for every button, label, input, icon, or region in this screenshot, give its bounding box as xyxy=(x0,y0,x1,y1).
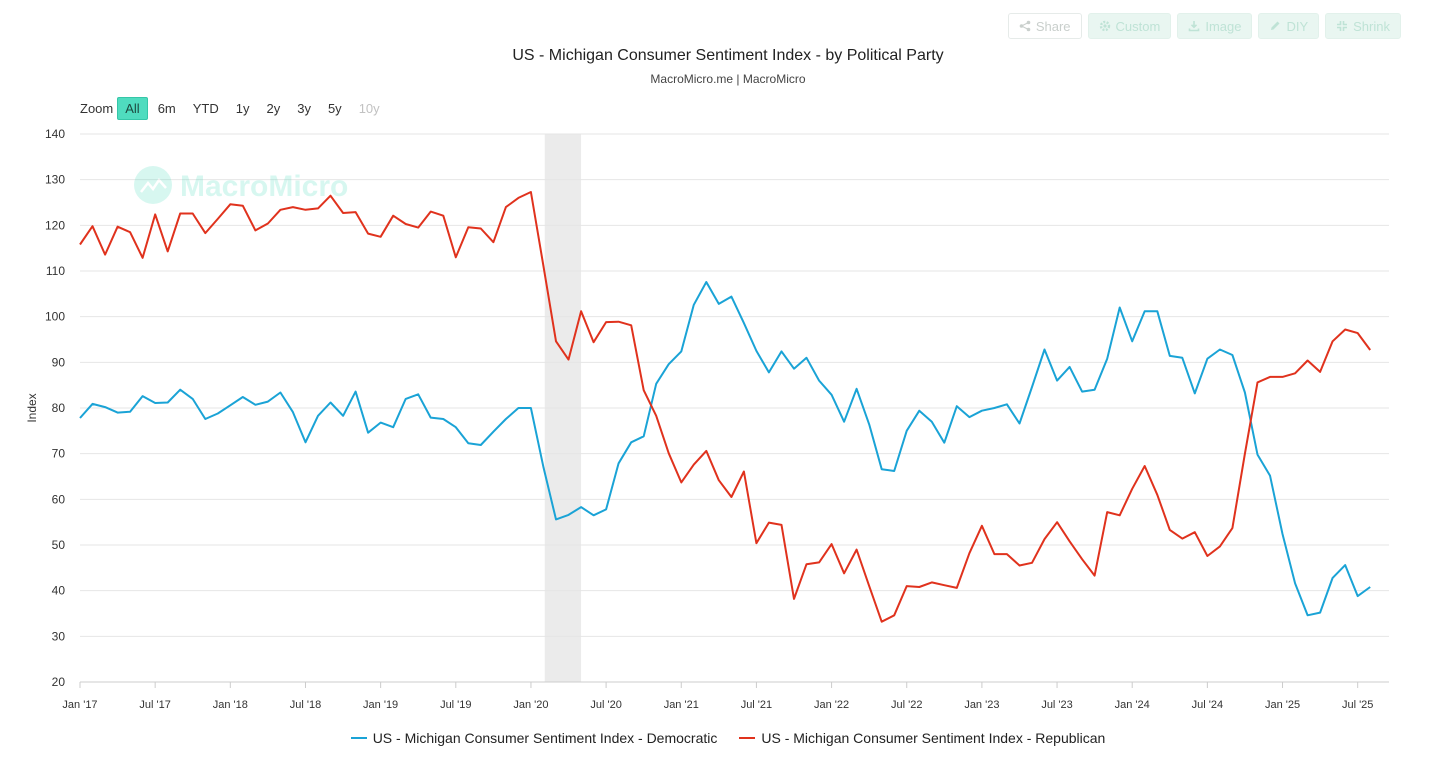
y-tick-label: 110 xyxy=(46,264,65,278)
legend-label-republican: US - Michigan Consumer Sentiment Index -… xyxy=(761,730,1106,746)
y-axis-label: Index xyxy=(25,393,39,422)
diy-button[interactable]: DIY xyxy=(1258,13,1320,39)
x-tick-label: Jan '17 xyxy=(62,699,97,711)
x-tick-label: Jan '19 xyxy=(363,699,398,711)
x-tick-label: Jul '22 xyxy=(891,699,922,711)
x-tick-label: Jan '23 xyxy=(964,699,999,711)
legend-item-republican[interactable]: US - Michigan Consumer Sentiment Index -… xyxy=(739,730,1105,746)
x-tick-label: Jul '23 xyxy=(1041,699,1072,711)
x-tick-label: Jan '21 xyxy=(664,699,699,711)
x-tick-label: Jul '18 xyxy=(290,699,321,711)
download-icon xyxy=(1189,21,1200,32)
republican-series-line xyxy=(79,191,1372,623)
custom-button[interactable]: Custom xyxy=(1087,13,1172,39)
image-button[interactable]: Image xyxy=(1177,13,1253,39)
democratic-series-line xyxy=(79,281,1371,617)
shrink-label: Shrink xyxy=(1353,18,1390,34)
zoom-all-button[interactable]: All xyxy=(117,97,148,120)
zoom-10y-button: 10y xyxy=(358,101,380,116)
x-tick-label: Jul '24 xyxy=(1192,699,1223,711)
zoom-ytd-button[interactable]: YTD xyxy=(192,101,219,116)
diy-label: DIY xyxy=(1286,18,1309,34)
chart-subtitle: MacroMicro.me | MacroMicro xyxy=(650,72,806,86)
chart-legend: US - Michigan Consumer Sentiment Index -… xyxy=(0,730,1456,746)
custom-label: Custom xyxy=(1115,18,1161,34)
legend-swatch-republican xyxy=(739,737,756,739)
x-tick-label: Jul '20 xyxy=(590,699,621,711)
watermark-logo-icon xyxy=(134,166,172,204)
share-icon xyxy=(1019,20,1031,32)
y-tick-label: 70 xyxy=(52,447,66,461)
zoom-selector: Zoom All 6m YTD 1y 2y 3y 5y 10y xyxy=(80,97,390,120)
legend-label-democratic: US - Michigan Consumer Sentiment Index -… xyxy=(372,730,718,746)
image-label: Image xyxy=(1205,18,1242,34)
series-layer xyxy=(79,191,1372,623)
y-tick-label: 80 xyxy=(52,401,66,415)
zoom-6m-button[interactable]: 6m xyxy=(157,101,176,116)
share-label: Share xyxy=(1035,18,1071,34)
y-tick-label: 60 xyxy=(52,492,66,506)
zoom-3y-button[interactable]: 3y xyxy=(297,101,311,116)
shrink-icon xyxy=(1337,21,1348,31)
y-tick-label: 100 xyxy=(45,310,65,324)
y-tick-label: 90 xyxy=(52,355,66,369)
line-chart: MacroMicro 20 30 40 50 60 70 80 90 100 110 120 130 1… xyxy=(25,127,1389,711)
x-tick-label: Jul '17 xyxy=(139,699,170,711)
y-tick-label: 120 xyxy=(45,218,65,232)
y-tick-label: 140 xyxy=(45,127,65,141)
zoom-2y-button[interactable]: 2y xyxy=(266,101,281,116)
watermark: MacroMicro xyxy=(134,166,348,204)
share-button[interactable]: Share xyxy=(1007,13,1082,39)
x-tick-label: Jul '21 xyxy=(741,699,772,711)
shrink-button[interactable]: Shrink xyxy=(1325,13,1401,39)
chart-title: US - Michigan Consumer Sentiment Index -… xyxy=(512,47,944,64)
axis-layer: 20 30 40 50 60 70 80 90 100 110 120 130 140 Jan '17 Ju… xyxy=(45,127,1389,711)
zoom-5y-button[interactable]: 5y xyxy=(327,101,342,116)
legend-item-democratic[interactable]: US - Michigan Consumer Sentiment Index -… xyxy=(350,730,718,746)
x-tick-label: Jan '22 xyxy=(814,699,849,711)
x-tick-label: Jul '25 xyxy=(1342,699,1373,711)
chart-toolbar: Share Custom Image DIY Shrink xyxy=(1007,13,1401,39)
x-tick-label: Jan '24 xyxy=(1115,699,1150,711)
x-tick-label: Jan '20 xyxy=(513,699,548,711)
zoom-label: Zoom xyxy=(80,101,114,116)
y-tick-label: 30 xyxy=(52,629,66,643)
grid-layer xyxy=(80,133,1389,683)
y-tick-label: 40 xyxy=(52,584,66,598)
pencil-icon xyxy=(1271,21,1280,30)
watermark-text: MacroMicro xyxy=(180,170,348,203)
y-tick-label: 50 xyxy=(52,538,66,552)
x-tick-label: Jul '19 xyxy=(440,699,471,711)
zoom-1y-button[interactable]: 1y xyxy=(235,101,250,116)
x-tick-label: Jan '25 xyxy=(1265,699,1300,711)
legend-swatch-democratic xyxy=(350,737,367,739)
x-tick-label: Jan '18 xyxy=(213,699,248,711)
watermark-logo-mark xyxy=(140,177,167,193)
y-tick-label: 20 xyxy=(52,675,66,689)
gear-icon xyxy=(1099,20,1110,32)
y-tick-label: 130 xyxy=(45,173,65,187)
